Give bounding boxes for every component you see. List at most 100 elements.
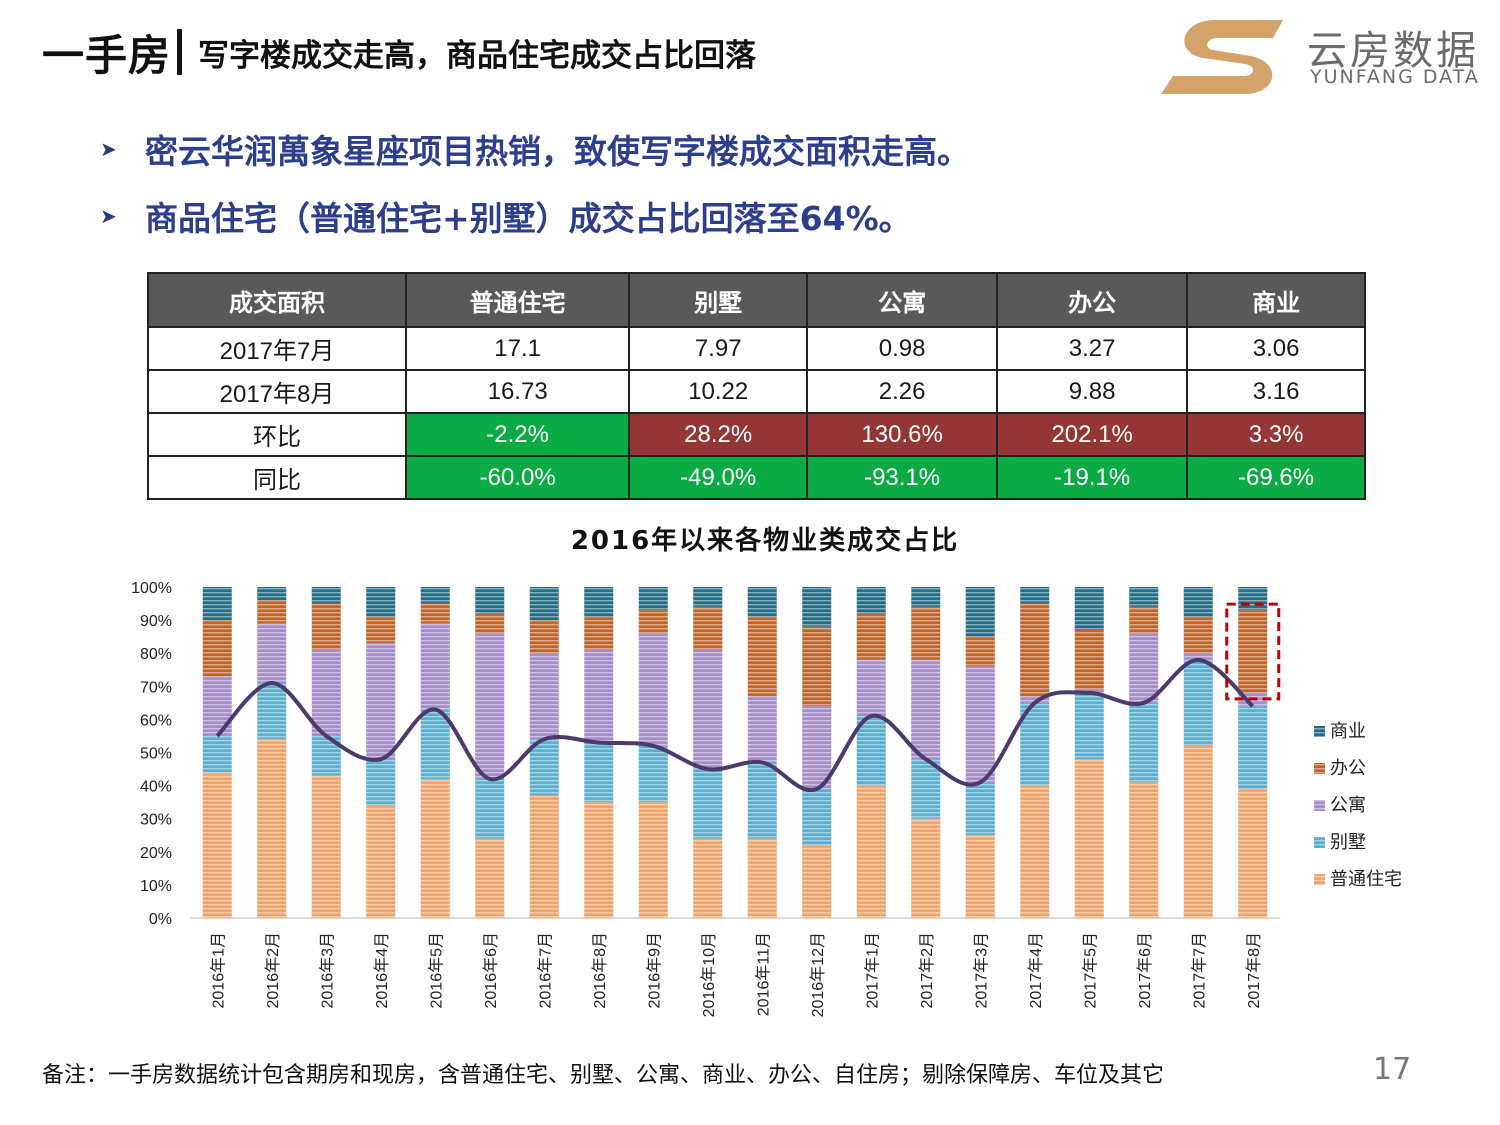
x-tick-label: 2016年5月: [427, 932, 445, 1009]
table-header-cell: 商业: [1186, 272, 1366, 328]
bar-segment-texture: [911, 606, 941, 660]
bar-segment-texture: [965, 666, 995, 783]
x-tick-label: 2016年8月: [591, 932, 609, 1009]
bar-segment-texture: [202, 772, 232, 918]
bar-segment-texture: [911, 818, 941, 918]
table-header-cell: 别墅: [628, 272, 809, 328]
table-cell: 0.98: [806, 326, 999, 371]
bar-segment-texture: [311, 775, 341, 918]
row-label: 环比: [147, 412, 407, 457]
bar-segment-texture: [693, 649, 723, 770]
legend-swatch-texture: [1314, 800, 1325, 811]
table-cell-increase: 28.2%: [628, 412, 809, 457]
y-tick-label: 100%: [131, 580, 172, 597]
x-tick-label: 2017年8月: [1245, 932, 1263, 1009]
stacked-bar-chart: 0% 10% 20% 30% 40% 50% 60% 70% 80% 90% 100% 2016年1月…: [131, 580, 1402, 1017]
bar-segment-texture: [475, 778, 505, 839]
bar-segment-texture: [802, 788, 832, 846]
arrow-bullet-icon: ➤: [100, 137, 117, 161]
table-header-cell: 办公: [996, 272, 1189, 328]
bar-segment-texture: [802, 587, 832, 627]
bar-segment-texture: [257, 739, 287, 918]
bar-segment-texture: [638, 745, 668, 803]
bar-segment-texture: [1020, 696, 1050, 703]
bar-segment-texture: [1238, 610, 1268, 693]
x-tick-label: 2016年4月: [373, 932, 391, 1009]
bar-segment-texture: [1183, 653, 1213, 660]
x-tick-label: 2016年12月: [809, 932, 827, 1017]
bar-segment-texture: [747, 838, 777, 918]
bar-segment-texture: [584, 649, 614, 743]
bar-segment-texture: [638, 587, 668, 611]
table-cell-decrease: -2.2%: [404, 412, 631, 457]
table-cell: 9.88: [996, 369, 1189, 414]
table-row: 2017年7月 17.1 7.97 0.98 3.27 3.06: [147, 326, 1366, 371]
y-tick-label: 40%: [140, 779, 172, 796]
x-tick-label: 2017年6月: [1136, 932, 1154, 1009]
bar-segment-texture: [856, 613, 886, 660]
legend-label: 公寓: [1330, 795, 1366, 816]
table-cell-decrease: -19.1%: [996, 455, 1189, 500]
x-tick-label: 2016年6月: [482, 932, 500, 1009]
transaction-table: 成交面积 普通住宅 别墅 公寓 办公 商业 2017年7月 17.1 7.97 …: [147, 272, 1366, 500]
table-header-cell: 成交面积: [147, 272, 407, 328]
bar-segment-texture: [202, 620, 232, 677]
row-label: 2017年8月: [147, 369, 407, 414]
bar-segment-texture: [693, 606, 723, 650]
bar-segment-texture: [366, 759, 396, 806]
x-tick-label: 2017年1月: [863, 932, 881, 1009]
bar-segment-texture: [366, 587, 396, 617]
legend-label: 商业: [1330, 721, 1366, 742]
bar-segment-texture: [366, 643, 396, 760]
row-label: 2017年7月: [147, 326, 407, 371]
bar-segment-texture: [1183, 659, 1213, 746]
bar-segment-texture: [1129, 702, 1159, 783]
bar-segment-texture: [1129, 606, 1159, 634]
legend-label: 办公: [1330, 758, 1366, 779]
bar-segment-texture: [202, 735, 232, 773]
x-tick-label: 2016年1月: [209, 932, 227, 1009]
bullet-item: ➤ 商品住宅（普通住宅+别墅）成交占比回落至64%。: [100, 187, 970, 245]
bar-segment-texture: [529, 587, 559, 621]
x-tick-label: 2017年2月: [918, 932, 936, 1009]
logo-en-text: YUNFANG DATA: [1310, 66, 1480, 88]
bar-segment-texture: [965, 782, 995, 836]
y-tick-label: 10%: [140, 878, 172, 895]
bar-segment-texture: [366, 616, 396, 644]
header-subtitle: 写字楼成交走高，商品住宅成交占比回落: [198, 37, 757, 74]
highlight-box: [1225, 602, 1281, 701]
bullet-text: 密云华润萬象星座项目热销，致使写字楼成交面积走高。: [145, 132, 970, 171]
bar-segment-texture: [856, 785, 886, 918]
table-cell: 3.16: [1186, 369, 1366, 414]
table-header-cell: 公寓: [806, 272, 999, 328]
table-cell: 17.1: [404, 326, 631, 371]
bar-segment-texture: [802, 845, 832, 918]
bar-segment-texture: [911, 659, 941, 760]
bar-segment-texture: [693, 587, 723, 607]
residential-share-line: [215, 657, 1255, 793]
y-tick-label: 70%: [140, 679, 172, 696]
bar-segment-texture: [475, 587, 505, 614]
legend-swatch-texture: [1314, 874, 1325, 885]
bar-segment-texture: [1183, 587, 1213, 617]
bar-segment-texture: [1238, 706, 1268, 789]
x-tick-label: 2016年11月: [754, 932, 772, 1016]
x-tick-label: 2017年5月: [1081, 932, 1099, 1009]
bar-segment-texture: [911, 587, 941, 607]
bar-segment-texture: [1238, 587, 1268, 611]
bar-segment-texture: [747, 696, 777, 763]
bar-segment-texture: [584, 802, 614, 918]
bar-segment-texture: [965, 835, 995, 918]
header-divider: [177, 29, 183, 75]
table-cell-increase: 3.3%: [1186, 412, 1366, 457]
bar-segment-texture: [747, 762, 777, 839]
bar-segment-texture: [965, 636, 995, 667]
page-number: 17: [1373, 1052, 1412, 1087]
bar-segment-texture: [747, 587, 777, 617]
arrow-bullet-icon: ➤: [100, 204, 117, 228]
bar-segment-texture: [311, 649, 341, 736]
bar-segment-texture: [1074, 587, 1104, 631]
bar-segment-texture: [1129, 587, 1159, 607]
table-cell: 3.06: [1186, 326, 1366, 371]
y-tick-label: 60%: [140, 712, 172, 729]
